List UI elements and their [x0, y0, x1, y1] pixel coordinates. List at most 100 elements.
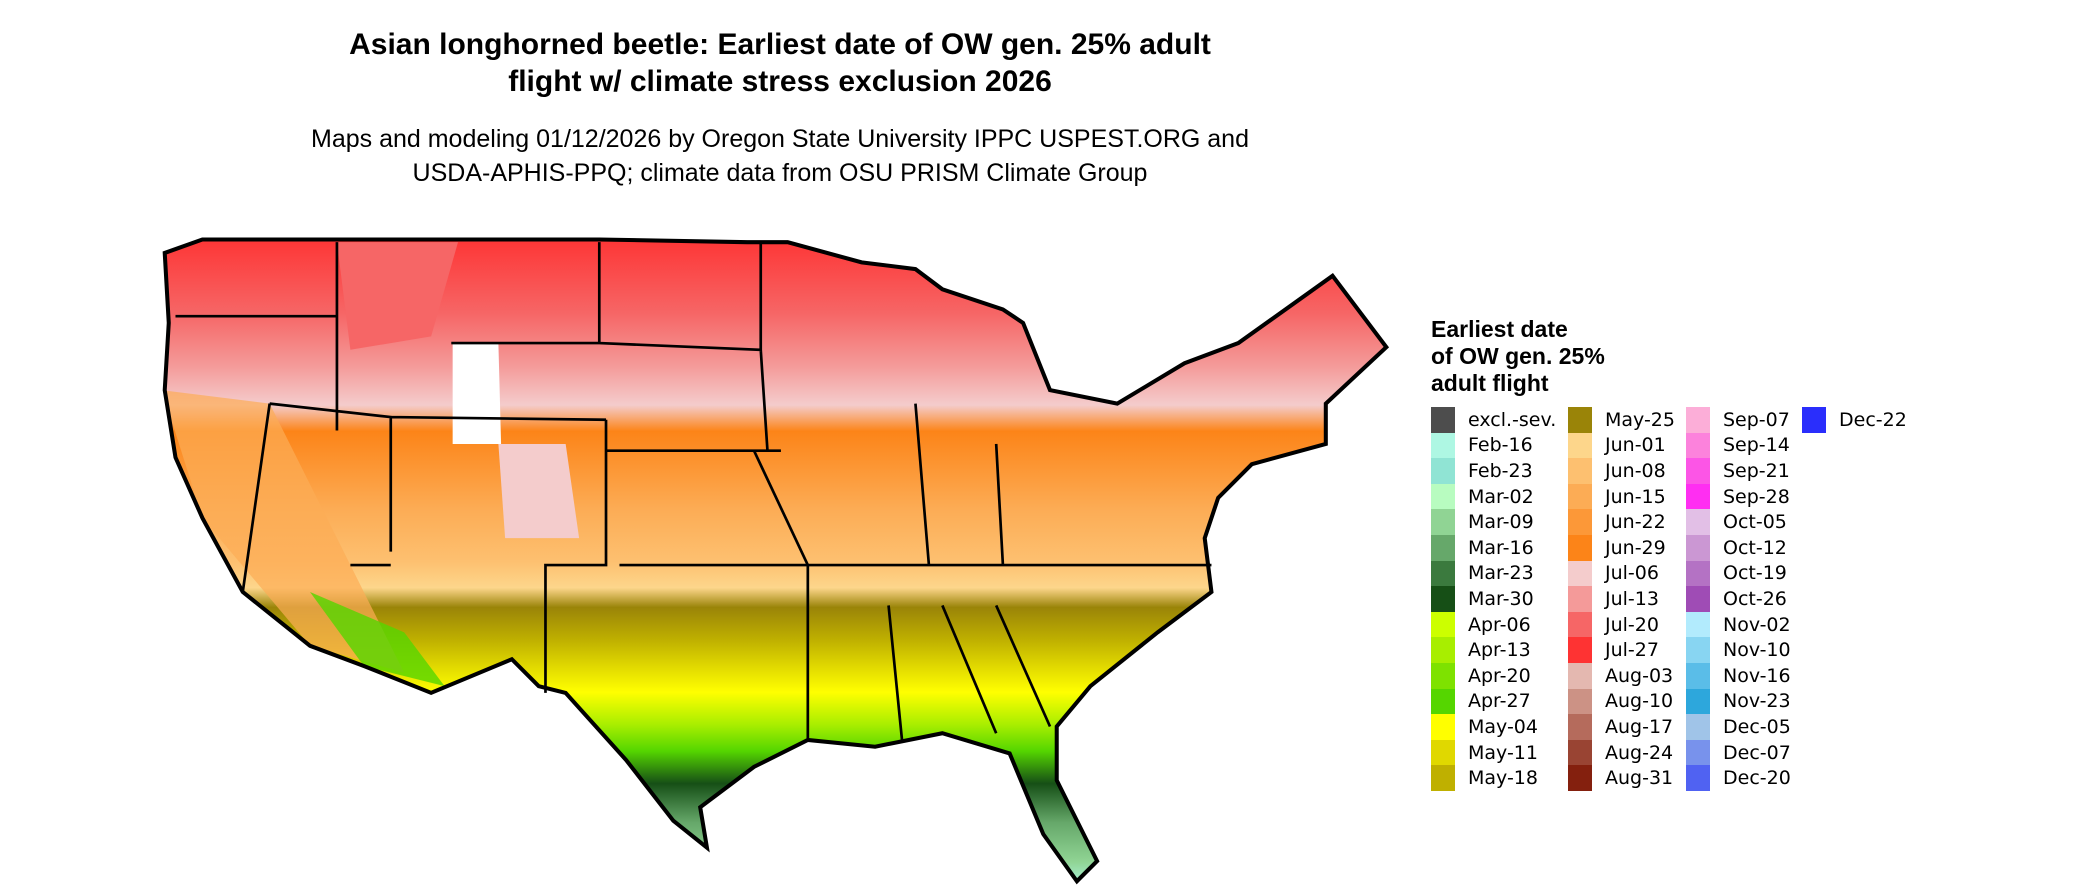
- legend-swatch: [1568, 509, 1592, 535]
- legend-item: Aug-24: [1568, 739, 1675, 766]
- legend-label: May-11: [1468, 741, 1538, 764]
- legend-swatch: [1431, 458, 1455, 484]
- legend-swatch: [1431, 637, 1455, 663]
- legend-swatch: [1431, 714, 1455, 740]
- legend-label: Mar-23: [1468, 562, 1534, 585]
- legend-item: Apr-06: [1431, 611, 1556, 638]
- legend-item: Dec-22: [1802, 407, 1907, 433]
- legend-item: Nov-16: [1686, 662, 1791, 689]
- legend-label: Sep-28: [1723, 485, 1790, 508]
- legend-label: Apr-27: [1468, 690, 1531, 713]
- legend-swatch: [1686, 509, 1710, 535]
- legend-item: Jul-06: [1568, 560, 1675, 587]
- legend-swatch: [1568, 688, 1592, 715]
- legend-swatch: [1686, 458, 1710, 484]
- legend-label: Sep-07: [1723, 408, 1790, 431]
- legend-swatch: [1431, 534, 1455, 561]
- legend-title-line-1: Earliest date: [1431, 316, 1568, 342]
- map-subtitle: Maps and modeling 01/12/2026 by Oregon S…: [230, 122, 1330, 190]
- legend-label: Nov-23: [1723, 690, 1791, 713]
- legend-item: Oct-26: [1686, 586, 1791, 612]
- legend-swatch: [1568, 637, 1592, 663]
- legend-swatch: [1686, 688, 1710, 715]
- legend-swatch: [1568, 611, 1592, 638]
- legend-label: Mar-02: [1468, 485, 1534, 508]
- legend-label: Aug-24: [1605, 741, 1674, 764]
- legend-item: May-04: [1431, 714, 1556, 740]
- legend-item: Dec-07: [1686, 739, 1791, 766]
- legend-column: May-25 Jun-01 Jun-08 Jun-15 Jun-22 Jun-29 Jul-…: [1568, 407, 1675, 791]
- legend-swatch: [1431, 611, 1455, 638]
- legend-swatch: [1568, 560, 1592, 587]
- legend-swatch: [1568, 432, 1592, 459]
- legend-swatch: [1568, 534, 1592, 561]
- legend-label: Nov-10: [1723, 639, 1791, 662]
- legend-title: Earliest date of OW gen. 25% adult fligh…: [1431, 316, 1605, 397]
- legend-item: Nov-23: [1686, 688, 1791, 715]
- legend-item: Dec-20: [1686, 765, 1791, 791]
- legend-swatch: [1686, 662, 1710, 689]
- legend-swatch: [1431, 765, 1455, 791]
- legend-item: Nov-02: [1686, 611, 1791, 638]
- legend-label: Jul-27: [1605, 639, 1659, 662]
- legend-item: Oct-12: [1686, 534, 1791, 561]
- legend-label: Oct-19: [1723, 562, 1787, 585]
- legend-item: Mar-23: [1431, 560, 1556, 587]
- legend-label: Jul-20: [1605, 613, 1659, 636]
- legend-swatch: [1686, 483, 1710, 510]
- legend-label: Feb-16: [1468, 434, 1533, 457]
- legend-title-line-2: of OW gen. 25%: [1431, 343, 1605, 369]
- legend-label: Apr-13: [1468, 639, 1531, 662]
- legend-item: Jun-29: [1568, 534, 1675, 561]
- legend-label: Mar-30: [1468, 587, 1534, 610]
- legend-swatch: [1431, 560, 1455, 587]
- legend-swatch: [1431, 688, 1455, 715]
- legend-label: Oct-26: [1723, 587, 1787, 610]
- legend-swatch: [1568, 765, 1592, 791]
- legend-item: Mar-02: [1431, 483, 1556, 510]
- legend-item: Sep-28: [1686, 483, 1791, 510]
- legend-label: Aug-31: [1605, 767, 1674, 790]
- state-borders: [165, 239, 1387, 881]
- legend-label: Dec-22: [1839, 408, 1907, 431]
- map-title-line-2: flight w/ climate stress exclusion 2026: [508, 65, 1052, 98]
- legend-swatch: [1568, 739, 1592, 766]
- legend-item: Mar-30: [1431, 586, 1556, 612]
- legend-item: Jun-01: [1568, 432, 1675, 459]
- legend-item: Mar-16: [1431, 534, 1556, 561]
- legend-label: May-04: [1468, 715, 1538, 738]
- legend-item: Apr-20: [1431, 662, 1556, 689]
- map-title-line-1: Asian longhorned beetle: Earliest date o…: [349, 28, 1211, 61]
- legend-label: Feb-23: [1468, 459, 1533, 482]
- legend-item: Aug-03: [1568, 662, 1675, 689]
- legend-swatch: [1686, 637, 1710, 663]
- legend-label: Jun-08: [1605, 459, 1666, 482]
- legend-label: May-25: [1605, 408, 1675, 431]
- legend-label: Mar-16: [1468, 536, 1534, 559]
- legend-swatch: [1686, 407, 1710, 433]
- legend-label: Oct-12: [1723, 536, 1787, 559]
- legend-item: May-11: [1431, 739, 1556, 766]
- legend-swatch: [1686, 560, 1710, 587]
- legend-swatch: [1431, 586, 1455, 612]
- legend-label: Oct-05: [1723, 511, 1787, 534]
- legend-item: Oct-05: [1686, 509, 1791, 535]
- legend-label: Dec-07: [1723, 741, 1791, 764]
- legend-swatch: [1431, 509, 1455, 535]
- legend-item: Aug-17: [1568, 714, 1675, 740]
- legend-item: Jul-13: [1568, 586, 1675, 612]
- legend-label: Jun-22: [1605, 511, 1666, 534]
- legend-label: Jun-15: [1605, 485, 1666, 508]
- legend-item: excl.-sev.: [1431, 407, 1556, 433]
- legend-label: Jun-29: [1605, 536, 1666, 559]
- legend-swatch: [1431, 739, 1455, 766]
- legend-label: Apr-20: [1468, 664, 1531, 687]
- legend-item: Jun-08: [1568, 458, 1675, 484]
- legend-column: Sep-07 Sep-14 Sep-21 Sep-28 Oct-05 Oct-12 Oct-…: [1686, 407, 1791, 791]
- legend-label: Sep-21: [1723, 459, 1790, 482]
- legend-label: Nov-02: [1723, 613, 1791, 636]
- legend-swatch: [1568, 586, 1592, 612]
- legend-swatch: [1568, 458, 1592, 484]
- legend-item: Sep-07: [1686, 407, 1791, 433]
